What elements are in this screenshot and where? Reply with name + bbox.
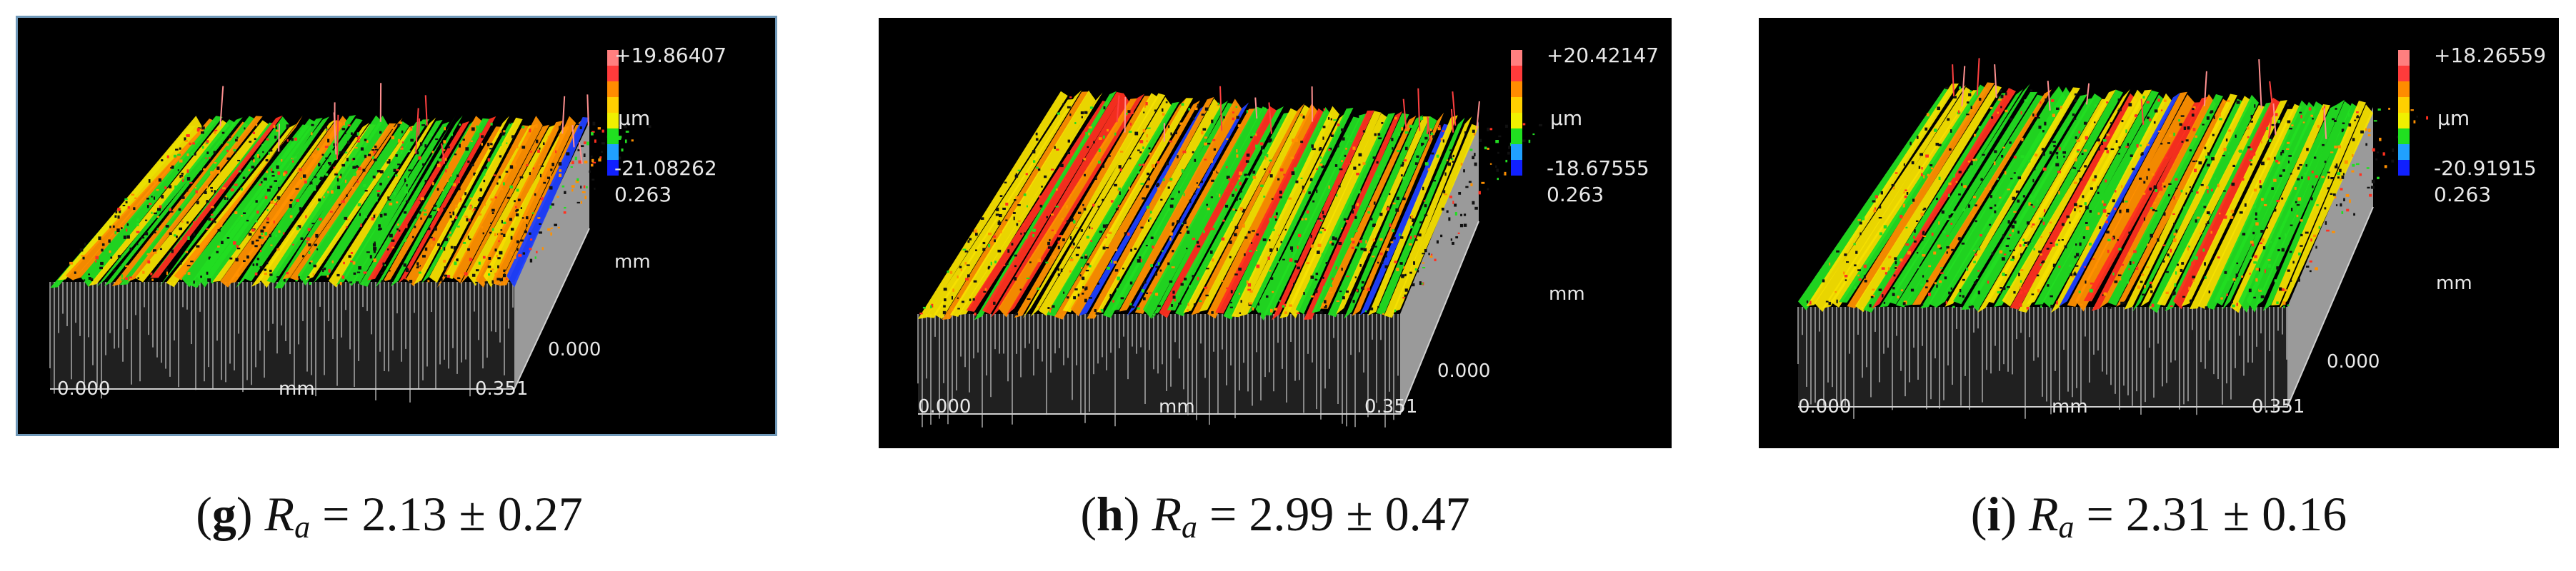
scale-extra-label: 0.263 — [2434, 183, 2491, 206]
y-axis-start-label: 0.000 — [2327, 351, 2380, 373]
caption-value: = 2.99 ± 0.47 — [1209, 487, 1470, 541]
color-scale-bar — [2398, 50, 2410, 176]
caption-h: (h) Ra = 2.99 ± 0.47 — [1080, 487, 1470, 545]
color-scale-bar — [1511, 50, 1522, 176]
caption-symbol: R — [264, 487, 295, 541]
y-axis-unit-label: mm — [1549, 283, 1585, 305]
scale-unit-label: µm — [2437, 106, 2470, 130]
surface-plot-i: +18.26559 µm -20.91915 0.263 mm 0.000 0.… — [1759, 18, 2559, 448]
y-axis-unit-label: mm — [2436, 273, 2472, 294]
surface-topography — [1798, 58, 2429, 313]
x-axis-unit-label: mm — [279, 378, 315, 400]
scale-max-label: +19.86407 — [614, 44, 727, 67]
x-axis-start-label: 0.000 — [57, 378, 110, 400]
surface-plot-g-svg: +19.86407 µm -21.08262 0.263 mm 0.000 0.… — [49, 44, 727, 403]
x-axis-end-label: 0.351 — [2252, 396, 2305, 418]
y-axis-unit-label: mm — [614, 251, 651, 273]
scale-min-label: -21.08262 — [614, 156, 717, 180]
caption-label: g — [211, 487, 236, 541]
caption-g: (g) Ra = 2.13 ± 0.27 — [196, 487, 583, 545]
scale-unit-label: µm — [618, 106, 650, 130]
scale-unit-label: µm — [1550, 106, 1582, 130]
surface-plot-h-svg: +20.42147 µm -18.67555 0.263 mm 0.000 0.… — [917, 44, 1659, 428]
caption-value: = 2.31 ± 0.16 — [2086, 487, 2347, 541]
caption-subscript: a — [2058, 510, 2075, 545]
surface-topography — [918, 86, 1542, 320]
scale-max-label: +18.26559 — [2434, 44, 2546, 67]
surface-base — [49, 121, 590, 403]
scale-extra-label: 0.263 — [614, 183, 672, 206]
surface-base — [1797, 107, 2374, 419]
caption-subscript: a — [1182, 510, 1197, 545]
x-axis-start-label: 0.000 — [1798, 396, 1851, 418]
scale-extra-label: 0.263 — [1547, 183, 1604, 206]
caption-label: h — [1096, 487, 1124, 541]
scale-max-label: +20.42147 — [1547, 44, 1659, 67]
x-axis-end-label: 0.351 — [1364, 396, 1417, 418]
x-axis-unit-label: mm — [2052, 396, 2088, 418]
surface-plot-g: +19.86407 µm -21.08262 0.263 mm 0.000 0.… — [18, 18, 775, 434]
x-axis-unit-label: mm — [1159, 396, 1195, 418]
y-axis-start-label: 0.000 — [1437, 360, 1490, 382]
caption-subscript: a — [294, 510, 311, 545]
caption-label: i — [1987, 487, 2001, 541]
surface-plot-h: +20.42147 µm -18.67555 0.263 mm 0.000 0.… — [879, 18, 1672, 448]
surface-plot-i-svg: +18.26559 µm -20.91915 0.263 mm 0.000 0.… — [1797, 44, 2546, 419]
y-axis-start-label: 0.000 — [548, 339, 601, 360]
x-axis-start-label: 0.000 — [918, 396, 971, 418]
caption-symbol: R — [1152, 487, 1182, 541]
scale-min-label: -18.67555 — [1547, 156, 1649, 180]
caption-symbol: R — [2029, 487, 2059, 541]
surface-topography — [50, 83, 652, 288]
x-axis-end-label: 0.351 — [475, 378, 528, 400]
color-scale-bar — [607, 50, 619, 176]
scale-min-label: -20.91915 — [2434, 156, 2537, 180]
caption-i: (i) Ra = 2.31 ± 0.16 — [1970, 487, 2347, 545]
caption-value: = 2.13 ± 0.27 — [322, 487, 583, 541]
